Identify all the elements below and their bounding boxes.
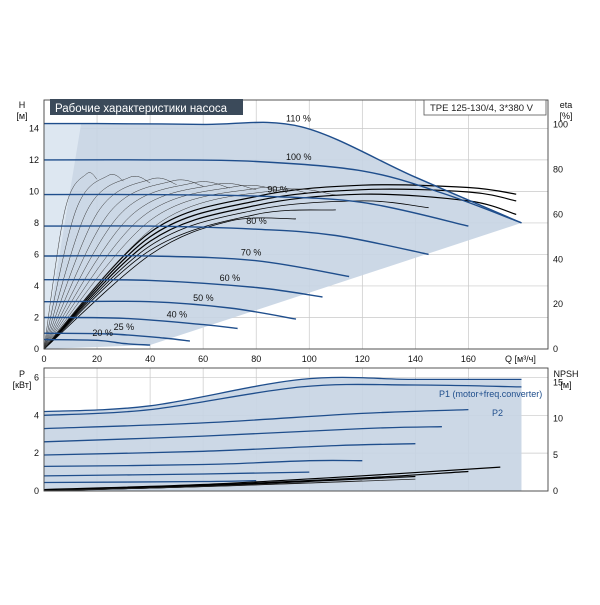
efficiency-curve: [43, 184, 517, 350]
x-tick-label: 60: [198, 354, 208, 364]
upper-panel-frame: [43, 99, 549, 350]
p-tick-label: 0: [34, 486, 39, 496]
x-axis-label: Q [м³/ч]: [505, 354, 536, 364]
y2-tick-label: 80: [553, 165, 563, 175]
npsh-axis-title: NPSH: [553, 369, 578, 379]
x-tick-label: 0: [41, 354, 46, 364]
y2-tick-label: 60: [553, 209, 563, 219]
y-tick-label: 10: [29, 186, 39, 196]
x-tick-label: 140: [408, 354, 423, 364]
p-axis-title: P: [19, 369, 25, 379]
head-curve: [43, 225, 429, 256]
x-tick-label: 120: [355, 354, 370, 364]
y2-axis-title: eta: [560, 100, 573, 110]
efficiency-curve: [43, 188, 517, 350]
x-tick-label: 20: [92, 354, 102, 364]
p2-label: P2: [492, 408, 503, 418]
head-curve-label: 25 %: [114, 322, 135, 332]
head-curve-label: 90 %: [267, 184, 288, 194]
p1-label: P1 (motor+freq.converter): [439, 389, 542, 399]
efficiency-curve-thin: [43, 176, 151, 350]
lower-panel-frame: [43, 367, 549, 492]
npsh-axis-title: [м]: [560, 380, 571, 390]
y-tick-label: 6: [34, 249, 39, 259]
power-curve: [43, 376, 522, 413]
p-axis-title: [кВт]: [13, 380, 32, 390]
head-curve-label: 80 %: [246, 216, 267, 226]
head-curve: [43, 121, 522, 224]
head-curve: [43, 254, 350, 278]
power-curve: [43, 471, 310, 477]
head-curve: [43, 316, 238, 330]
head-curve-label: 20 %: [92, 328, 113, 338]
head-curve: [43, 159, 522, 224]
npsh-tick-label: 5: [553, 450, 558, 460]
y2-tick-label: 40: [553, 254, 563, 264]
head-curve: [43, 193, 469, 227]
title-badge: Рабочие характеристики насоса: [55, 103, 228, 115]
y2-axis-title: [%]: [559, 111, 572, 121]
efficiency-curve: [43, 200, 429, 350]
model-box-frame: [423, 99, 547, 116]
head-curve: [43, 338, 151, 346]
y2-tick-label: 100: [553, 120, 568, 130]
y-axis-title: H: [19, 100, 26, 110]
efficiency-curve: [43, 217, 297, 350]
efficiency-curve-thin: [43, 185, 283, 350]
efficiency-curve-thin: [43, 174, 124, 350]
x-tick-label: 40: [145, 354, 155, 364]
y-axis-title: [м]: [16, 111, 27, 121]
power-curve: [43, 443, 416, 456]
y-tick-label: 0: [34, 344, 39, 354]
npsh-tick-label: 15: [553, 377, 563, 387]
head-curve: [43, 300, 297, 320]
p-tick-label: 4: [34, 410, 39, 420]
head-curve: [43, 278, 323, 298]
power-curve: [43, 479, 257, 484]
efficiency-curve-thin: [43, 179, 204, 350]
efficiency-curve: [43, 209, 336, 350]
power-curve: [43, 459, 363, 468]
title-badge-bg: [50, 99, 243, 115]
y2-tick-label: 20: [553, 299, 563, 309]
npsh-tick-label: 0: [553, 486, 558, 496]
y-tick-label: 4: [34, 281, 39, 291]
head-curve-label: 50 %: [193, 293, 214, 303]
p-tick-label: 6: [34, 372, 39, 382]
y-tick-label: 12: [29, 155, 39, 165]
head-curve-label: 110 %: [286, 114, 311, 124]
y-tick-label: 2: [34, 312, 39, 322]
efficiency-curve-thin: [43, 172, 98, 350]
npsh-curve-thin: [43, 478, 416, 491]
model-label: TPE 125-130/4, 3*380 V: [430, 103, 534, 114]
power-curve: [43, 383, 522, 416]
efficiency-curve: [43, 193, 517, 350]
head-curve-label: 40 %: [167, 309, 188, 319]
operating-area-fill-light: [44, 123, 82, 349]
y2-tick-label: 0: [553, 344, 558, 354]
power-curve: [43, 426, 442, 443]
head-curve-label: 60 %: [220, 273, 241, 283]
npsh-tick-label: 10: [553, 414, 563, 424]
head-curve-label: 70 %: [241, 248, 262, 258]
npsh-curve: [43, 475, 416, 491]
y-tick-label: 14: [29, 123, 39, 133]
x-tick-label: 100: [302, 354, 317, 364]
x-tick-label: 160: [461, 354, 476, 364]
head-curve-label: 100 %: [286, 152, 312, 162]
efficiency-curve-thin: [43, 186, 310, 350]
p-tick-label: 2: [34, 448, 39, 458]
x-tick-label: 80: [251, 354, 261, 364]
head-curve: [43, 332, 190, 342]
power-curve: [43, 408, 469, 430]
power-area-fill: [44, 377, 522, 491]
y-tick-label: 8: [34, 218, 39, 228]
